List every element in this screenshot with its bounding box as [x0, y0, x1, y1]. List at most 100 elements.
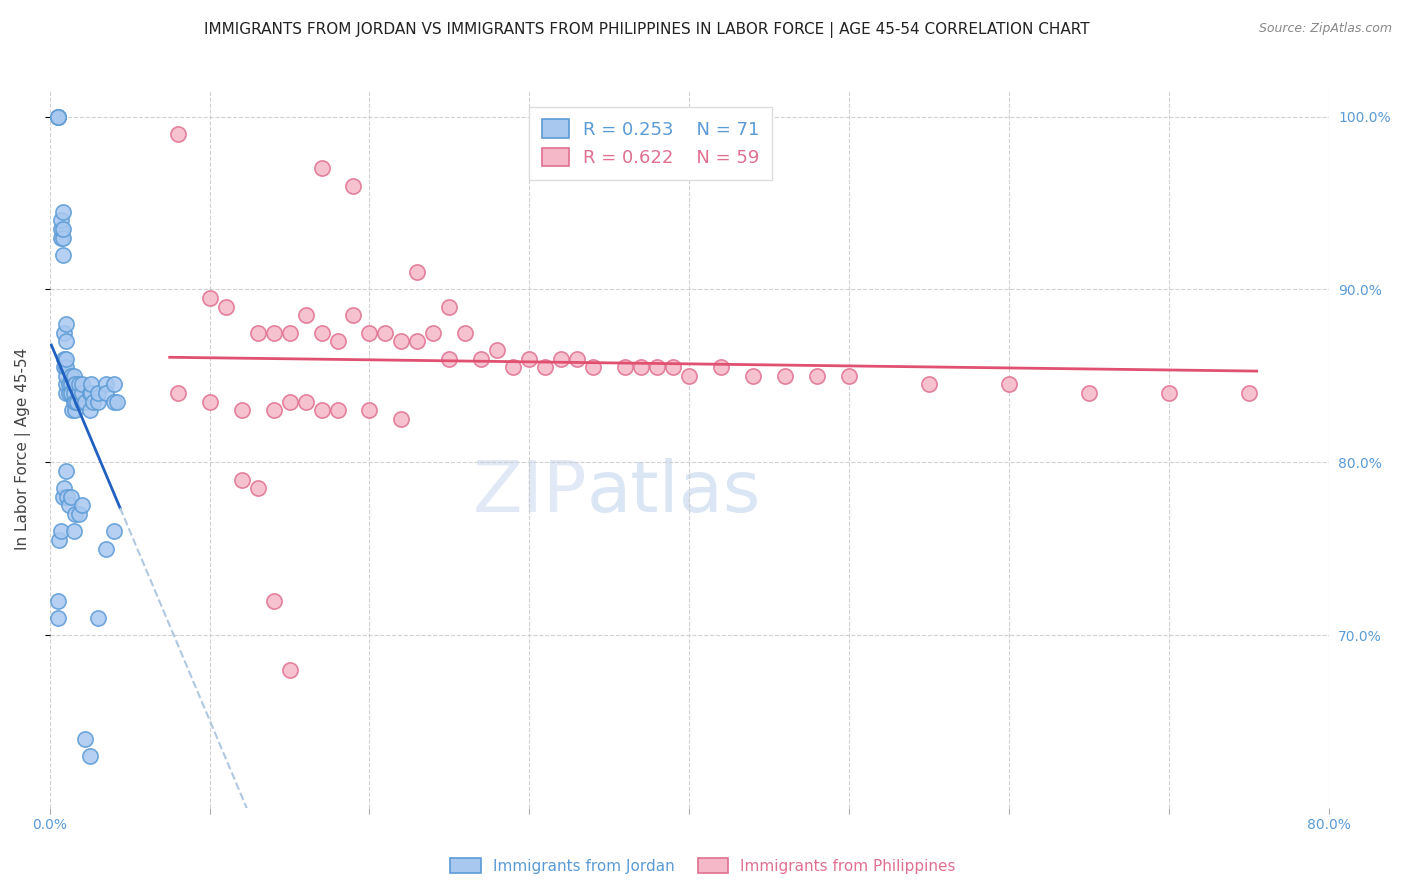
- Point: [278, 326, 301, 340]
- Point: [55, 351, 77, 366]
- Point: [517, 351, 540, 366]
- Point: [62, 377, 84, 392]
- Point: [391, 412, 413, 426]
- Point: [773, 368, 796, 383]
- Point: [406, 265, 429, 279]
- Point: [582, 360, 605, 375]
- Point: [263, 593, 285, 607]
- Point: [65, 394, 87, 409]
- Point: [166, 386, 188, 401]
- Point: [103, 377, 125, 392]
- Point: [231, 473, 253, 487]
- Point: [838, 368, 860, 383]
- Point: [58, 386, 80, 401]
- Point: [48, 533, 70, 547]
- Point: [86, 386, 108, 401]
- Point: [326, 403, 349, 417]
- Point: [103, 524, 125, 539]
- Point: [53, 351, 76, 366]
- Point: [55, 377, 77, 392]
- Point: [311, 403, 333, 417]
- Point: [55, 368, 77, 383]
- Point: [567, 351, 589, 366]
- Point: [67, 377, 90, 392]
- Point: [65, 403, 87, 417]
- Point: [79, 403, 101, 417]
- Point: [105, 394, 128, 409]
- Point: [486, 343, 509, 357]
- Point: [51, 222, 73, 236]
- Point: [614, 360, 637, 375]
- Point: [359, 403, 381, 417]
- Point: [1077, 386, 1099, 401]
- Point: [79, 386, 101, 401]
- Point: [806, 368, 828, 383]
- Point: [1237, 386, 1260, 401]
- Point: [246, 481, 269, 495]
- Point: [46, 110, 69, 124]
- Point: [53, 360, 76, 375]
- Point: [59, 386, 82, 401]
- Point: [73, 731, 96, 746]
- Point: [80, 386, 103, 401]
- Point: [46, 110, 69, 124]
- Point: [294, 394, 316, 409]
- Point: [49, 230, 72, 244]
- Point: [55, 464, 77, 478]
- Point: [70, 377, 93, 392]
- Point: [550, 351, 572, 366]
- Point: [454, 326, 477, 340]
- Legend: R = 0.253    N = 71, R = 0.622    N = 59: R = 0.253 N = 71, R = 0.622 N = 59: [529, 107, 772, 180]
- Text: atlas: atlas: [586, 458, 761, 527]
- Point: [49, 524, 72, 539]
- Point: [294, 309, 316, 323]
- Point: [342, 309, 364, 323]
- Point: [51, 248, 73, 262]
- Point: [103, 394, 125, 409]
- Point: [422, 326, 444, 340]
- Text: ZIP: ZIP: [472, 458, 586, 527]
- Point: [246, 326, 269, 340]
- Point: [231, 403, 253, 417]
- Point: [94, 386, 117, 401]
- Point: [62, 394, 84, 409]
- Point: [55, 360, 77, 375]
- Point: [66, 394, 89, 409]
- Point: [166, 127, 188, 141]
- Point: [406, 334, 429, 349]
- Point: [79, 749, 101, 764]
- Point: [51, 490, 73, 504]
- Point: [598, 110, 620, 124]
- Point: [53, 326, 76, 340]
- Point: [55, 317, 77, 331]
- Point: [94, 541, 117, 556]
- Point: [55, 386, 77, 401]
- Point: [1157, 386, 1180, 401]
- Point: [56, 490, 79, 504]
- Point: [918, 377, 941, 392]
- Point: [998, 377, 1021, 392]
- Point: [534, 360, 557, 375]
- Point: [60, 403, 83, 417]
- Text: IMMIGRANTS FROM JORDAN VS IMMIGRANTS FROM PHILIPPINES IN LABOR FORCE | AGE 45-54: IMMIGRANTS FROM JORDAN VS IMMIGRANTS FRO…: [204, 22, 1090, 38]
- Point: [198, 291, 221, 305]
- Point: [439, 300, 461, 314]
- Point: [62, 386, 84, 401]
- Point: [278, 394, 301, 409]
- Point: [58, 377, 80, 392]
- Point: [630, 360, 652, 375]
- Point: [80, 377, 103, 392]
- Point: [49, 213, 72, 227]
- Point: [263, 403, 285, 417]
- Point: [70, 386, 93, 401]
- Point: [710, 360, 733, 375]
- Point: [70, 499, 93, 513]
- Point: [263, 326, 285, 340]
- Point: [439, 351, 461, 366]
- Point: [86, 394, 108, 409]
- Point: [51, 204, 73, 219]
- Point: [311, 161, 333, 176]
- Point: [58, 499, 80, 513]
- Point: [470, 351, 492, 366]
- Point: [59, 490, 82, 504]
